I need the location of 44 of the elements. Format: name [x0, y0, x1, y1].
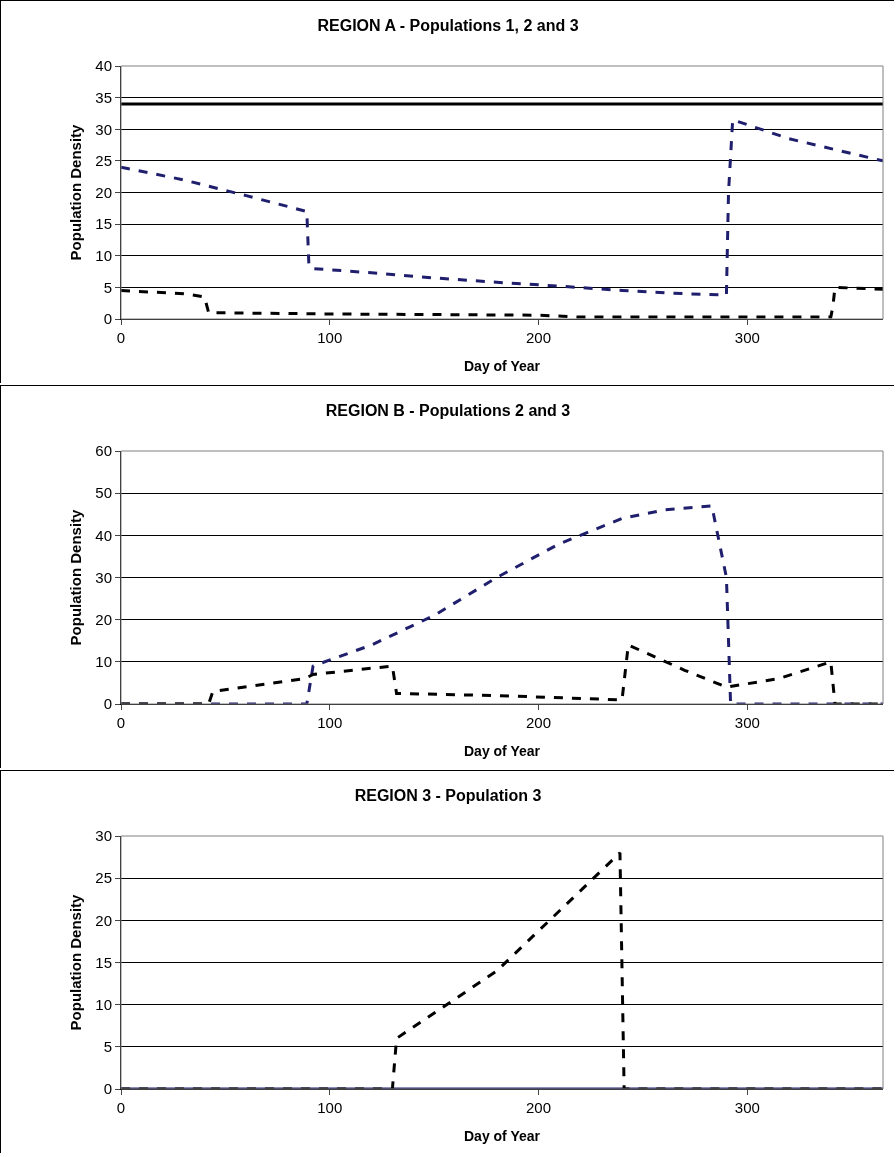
y-tick-label: 10: [95, 653, 112, 671]
y-tick-label: 10: [95, 247, 112, 264]
y-tick-label: 30: [95, 827, 112, 845]
y-tick-label: 30: [95, 568, 112, 586]
x-tick-label: 300: [734, 329, 760, 346]
y-tick-label: 10: [95, 995, 112, 1013]
x-axis-title: Day of Year: [463, 358, 541, 374]
y-tick-label: 0: [103, 695, 112, 713]
x-tick-label: 200: [526, 1099, 552, 1116]
chart-title: REGION B - Populations 2 and 3: [325, 402, 571, 420]
y-tick-label: 20: [95, 610, 112, 628]
y-tick-label: 35: [95, 88, 112, 106]
x-tick-label: 0: [116, 329, 126, 346]
y-axis-title: Population Density: [67, 508, 84, 646]
x-tick-label: 300: [734, 1099, 760, 1116]
y-tick-label: 15: [95, 953, 112, 971]
y-tick-label: 5: [103, 278, 112, 296]
y-tick-label: 5: [103, 1038, 112, 1056]
y-tick-label: 25: [95, 869, 112, 887]
x-axis-title: Day of Year: [463, 1128, 541, 1144]
x-tick-label: 100: [317, 1099, 343, 1116]
y-axis-title: Population Density: [67, 123, 84, 261]
chart-title: REGION 3 - Population 3: [354, 787, 542, 805]
x-tick-label: 0: [116, 1099, 126, 1116]
y-tick-label: 50: [95, 484, 112, 502]
y-tick-label: 15: [95, 215, 112, 233]
y-axis-title: Population Density: [67, 893, 84, 1031]
x-tick-label: 200: [526, 714, 552, 731]
y-tick-label: 60: [95, 442, 112, 460]
x-tick-label: 200: [526, 329, 552, 346]
x-axis-title: Day of Year: [463, 743, 541, 759]
y-tick-label: 25: [95, 152, 112, 170]
y-tick-label: 0: [103, 310, 112, 328]
chart-title: REGION A - Populations 1, 2 and 3: [317, 17, 579, 35]
x-tick-label: 100: [317, 714, 343, 731]
y-tick-label: 40: [95, 526, 112, 544]
y-tick-label: 20: [95, 911, 112, 929]
y-tick-label: 20: [95, 183, 112, 201]
y-tick-label: 40: [95, 57, 112, 75]
y-tick-label: 30: [95, 120, 112, 138]
x-tick-label: 300: [734, 714, 760, 731]
x-tick-label: 0: [116, 714, 126, 731]
x-tick-label: 100: [317, 329, 343, 346]
y-tick-label: 0: [103, 1080, 112, 1098]
